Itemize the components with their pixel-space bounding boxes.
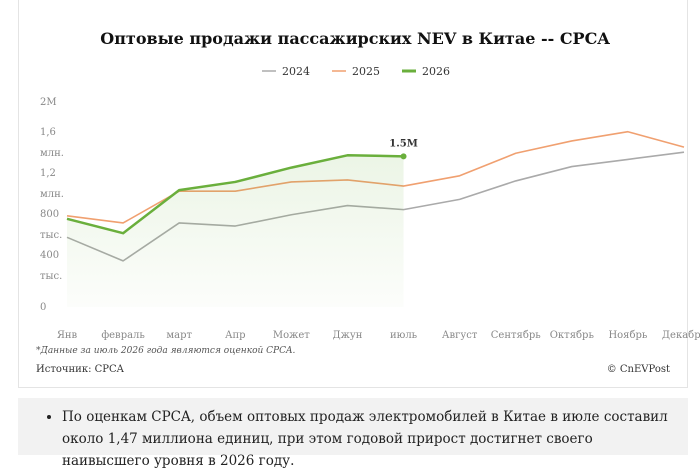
legend-label: 2025: [352, 65, 380, 78]
point: [400, 153, 407, 160]
y-tick-label: 2M: [40, 96, 57, 108]
summary-box: По оценкам CPCA, объем оптовых продаж эл…: [18, 398, 688, 469]
y-tick-label: 400 тыс.: [40, 250, 63, 282]
x-tick-label: Янв: [57, 330, 78, 341]
legend-label: 2024: [282, 65, 310, 78]
page: {"chart_data": {"type": "line", "title":…: [0, 0, 700, 455]
x-tick-label: февраль: [101, 330, 145, 341]
area: [67, 155, 404, 307]
x-tick-label: Сентябрь: [491, 330, 541, 341]
y-tick-label: 1,2 млн.: [40, 168, 64, 200]
chart-title: Оптовые продажи пассажирских NEV в Китае…: [100, 29, 610, 48]
x-tick-label: Август: [442, 330, 478, 341]
summary: По оценкам CPCA, объем оптовых продаж эл…: [62, 406, 672, 472]
x-tick-label: март: [166, 330, 192, 341]
legend-label: 2026: [422, 65, 450, 78]
summary-list: По оценкам CPCA, объем оптовых продаж эл…: [48, 406, 672, 472]
y-tick-label: 800 тыс.: [40, 209, 63, 241]
data-label: 1.5M: [389, 138, 417, 149]
chart: Оптовые продажи пассажирских NEV в Китае…: [57, 29, 700, 341]
x-tick-label: Может: [273, 330, 310, 341]
y-tick-label: 0: [40, 301, 47, 313]
note: *Данные за июль 2026 года являются оценк…: [36, 346, 296, 356]
x-tick-label: Декабрь: [662, 330, 700, 341]
credit: © CnEVPost: [606, 364, 670, 375]
x-tick-label: Ноябрь: [608, 330, 647, 341]
x-tick-label: Джун: [333, 330, 363, 341]
x-tick-label: Октябрь: [550, 330, 595, 341]
chart-card: [18, 0, 688, 388]
y-tick-label: 1,6 млн.: [40, 127, 64, 159]
x-tick-label: июль: [390, 330, 418, 341]
x-tick-label: Апр: [225, 330, 246, 341]
source: Источник: CPCA: [36, 364, 124, 375]
line: [66, 154, 404, 235]
